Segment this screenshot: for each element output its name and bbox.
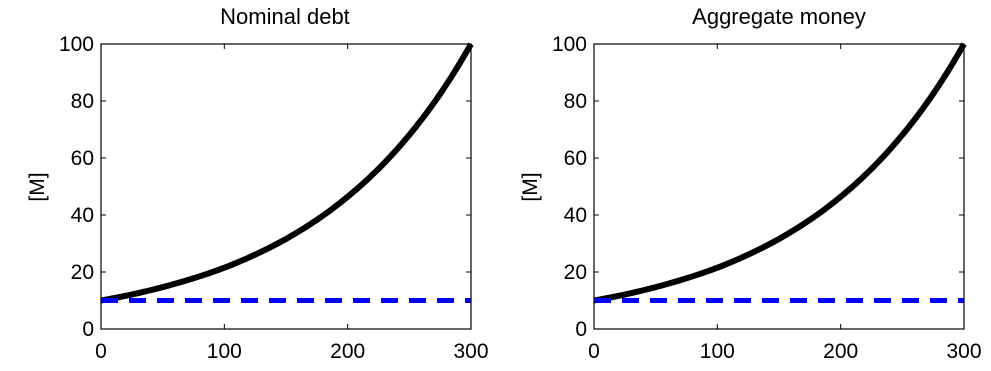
x-tick-label: 200: [823, 340, 858, 363]
y-tick-label: 0: [82, 318, 94, 341]
chart-panel-aggregate-money: Aggregate money [M] 0 100 200 300 0 20 40 60 80 1…: [519, 4, 982, 363]
plot-area: 0 100 200 300 0 20 40 60 80 100: [552, 33, 982, 363]
chart-panel-nominal-debt: Nominal debt [M] 0 100 200 300 0 20 40 60 80 100: [26, 4, 489, 363]
x-tick-label: 0: [95, 340, 107, 363]
axes-box: [100, 43, 472, 330]
axes-box: [593, 43, 965, 330]
x-tick-label: 200: [330, 340, 365, 363]
y-tick-label: 60: [564, 147, 587, 170]
y-tick-label: 0: [575, 318, 587, 341]
y-tick-label: 20: [564, 261, 587, 284]
series-line-solid-black: [100, 42, 474, 304]
y-tick-label: 100: [552, 33, 587, 56]
y-tick-label: 80: [71, 90, 94, 113]
y-axis-label: [M]: [519, 172, 542, 201]
series-line-solid-black: [593, 42, 967, 304]
plot-area: 0 100 200 300 0 20 40 60 80 100: [59, 33, 489, 363]
chart-title: Aggregate money: [692, 4, 866, 29]
chart-title: Nominal debt: [220, 4, 350, 29]
y-tick-label: 40: [564, 204, 587, 227]
x-tick-label: 100: [207, 340, 242, 363]
y-tick-label: 20: [71, 261, 94, 284]
y-tick-label: 60: [71, 147, 94, 170]
x-tick-label: 100: [700, 340, 735, 363]
x-tick-label: 300: [453, 340, 488, 363]
y-tick-label: 40: [71, 204, 94, 227]
y-tick-label: 80: [564, 90, 587, 113]
y-tick-label: 100: [59, 33, 94, 56]
x-tick-label: 300: [946, 340, 981, 363]
x-tick-label: 0: [588, 340, 600, 363]
y-axis-label: [M]: [26, 172, 49, 201]
